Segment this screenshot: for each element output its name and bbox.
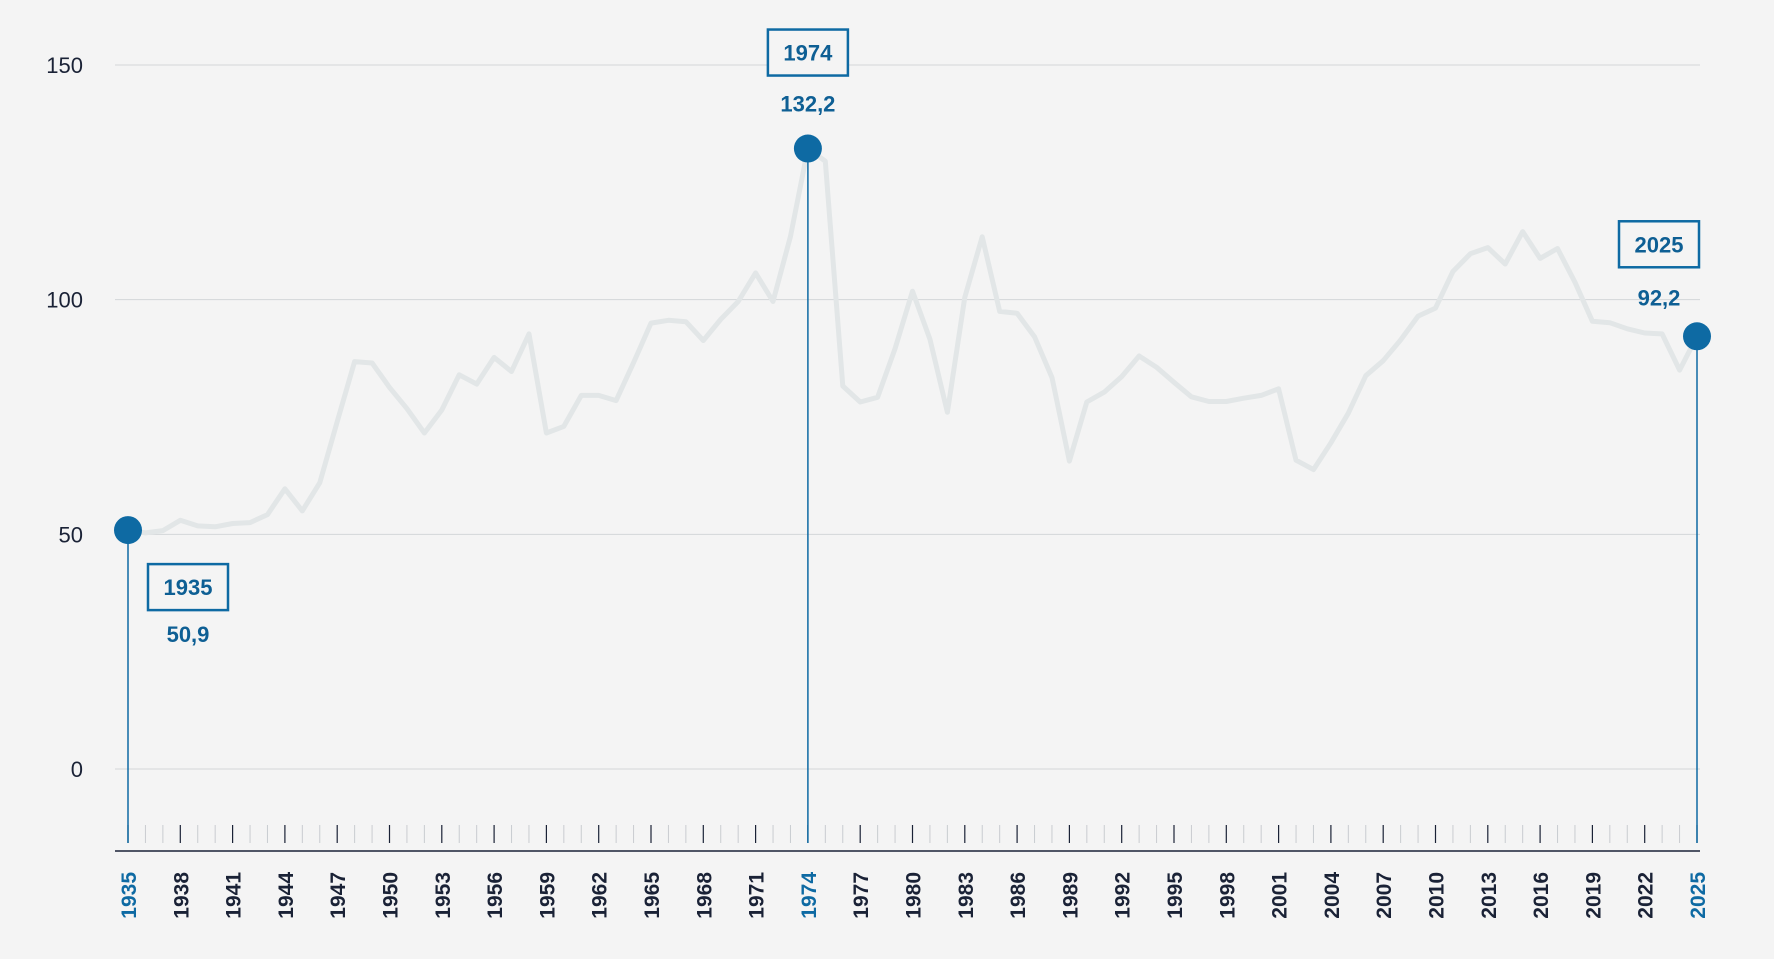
series-line xyxy=(125,146,1700,536)
highlight-marker xyxy=(1683,322,1711,351)
annotation-value: 132,2 xyxy=(780,92,835,117)
x-tick-label: 1974 xyxy=(798,872,821,919)
highlight-marker xyxy=(114,516,142,545)
x-tick-label: 1959 xyxy=(536,872,559,919)
x-tick-label: 2001 xyxy=(1269,872,1292,919)
x-tick-label: 1944 xyxy=(275,872,298,919)
highlight-marker xyxy=(793,134,822,163)
x-tick-label: 1938 xyxy=(170,872,193,919)
x-tick-label: 1965 xyxy=(641,872,664,919)
y-tick-label: 100 xyxy=(46,288,83,313)
x-tick-label: 1995 xyxy=(1164,872,1187,919)
x-tick-label: 1989 xyxy=(1059,872,1082,919)
y-tick-label: 0 xyxy=(71,757,83,782)
x-tick-label: 2022 xyxy=(1635,872,1658,919)
x-tick-label: 1935 xyxy=(118,872,141,919)
x-tick-label: 2013 xyxy=(1478,872,1501,919)
y-tick-label: 150 xyxy=(46,53,83,78)
annotation-box xyxy=(1617,220,1701,269)
x-tick-label: 1983 xyxy=(955,872,978,919)
annotation-value: 50,9 xyxy=(167,622,210,647)
x-tick-label: 1971 xyxy=(746,872,769,919)
x-tick-label: 1968 xyxy=(693,872,716,919)
x-tick-label: 2010 xyxy=(1426,872,1449,919)
x-tick-label: 2025 xyxy=(1687,872,1710,919)
x-tick-label: 2016 xyxy=(1530,872,1553,919)
x-tick-label: 1950 xyxy=(380,872,403,919)
x-tick-label: 1953 xyxy=(432,872,455,919)
annotation-year: 1974 xyxy=(783,41,833,66)
x-tick-label: 1992 xyxy=(1112,872,1135,919)
x-tick-label: 1986 xyxy=(1007,872,1030,919)
annotation-year: 2025 xyxy=(1635,232,1684,257)
annotation-box xyxy=(766,28,850,77)
x-tick-label: 1956 xyxy=(484,872,507,919)
x-tick-label: 2007 xyxy=(1373,872,1396,919)
x-tick-label: 1980 xyxy=(903,872,926,919)
x-tick-label: 1947 xyxy=(327,872,350,919)
x-tick-label: 1962 xyxy=(589,872,612,919)
annotation-value: 92,2 xyxy=(1638,285,1681,310)
x-tick-label: 1998 xyxy=(1216,872,1239,919)
x-tick-label: 2004 xyxy=(1321,872,1344,919)
annotation-box xyxy=(146,562,230,612)
annotation-year: 1935 xyxy=(164,575,213,600)
x-tick-label: 1941 xyxy=(223,872,246,919)
x-tick-label: 1977 xyxy=(850,872,873,919)
y-tick-label: 50 xyxy=(59,522,83,547)
x-tick-label: 2019 xyxy=(1582,872,1605,919)
